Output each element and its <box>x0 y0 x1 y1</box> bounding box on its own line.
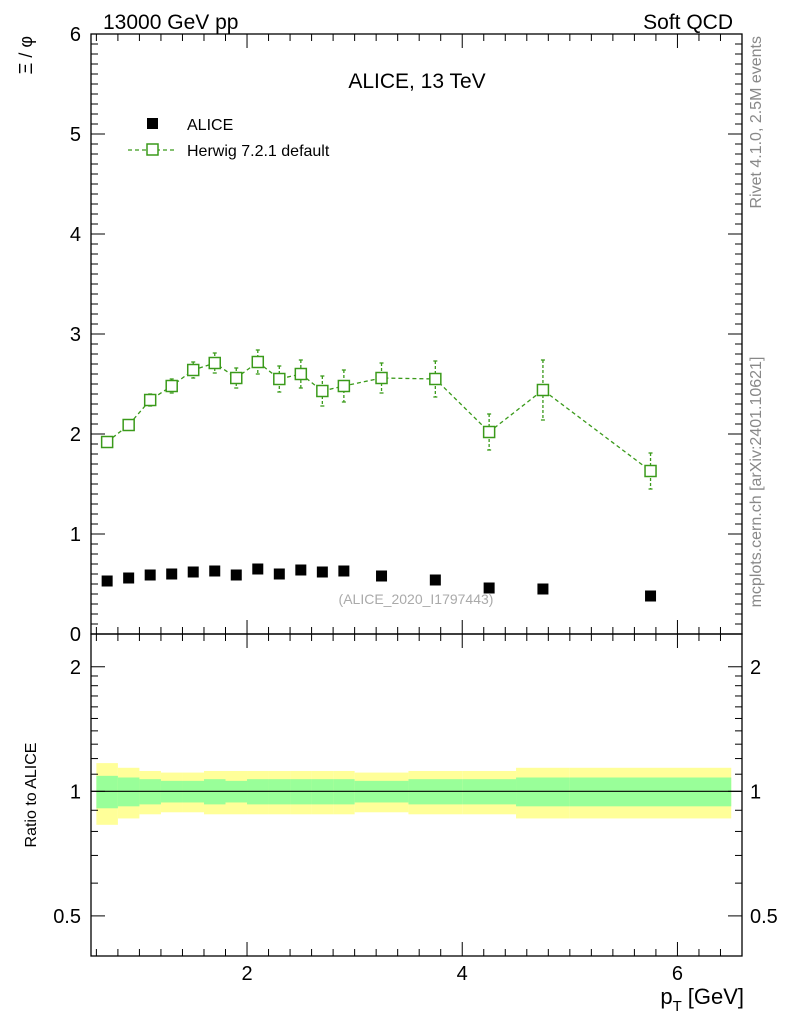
ratio-ylabel: Ratio to ALICE <box>23 743 40 848</box>
y-tick-label: 3 <box>70 324 81 346</box>
legend-label-data: ALICE <box>187 117 233 134</box>
main-panel: 0 1 2 3 4 5 6 ALICE, 13 TeV Ξ / φ (ALICE_2020_… <box>16 24 743 646</box>
y-tick-label: 5 <box>70 124 81 146</box>
data-point <box>376 570 388 582</box>
mc-point <box>186 363 200 377</box>
mc-point <box>251 355 265 369</box>
mc-point <box>122 418 135 432</box>
mc-point <box>337 379 351 393</box>
mc-point <box>165 379 178 393</box>
main-title: ALICE, 13 TeV <box>348 70 485 93</box>
mc-point <box>316 384 329 398</box>
ratio-plot-content <box>91 763 742 825</box>
mc-point <box>273 372 286 386</box>
header-energy-label: 13000 GeV pp <box>103 11 238 34</box>
legend-marker-mc <box>146 143 159 156</box>
x-axis-label: pT [GeV] <box>660 984 744 1015</box>
x-tick-label: 2 <box>241 963 252 985</box>
mc-point <box>375 371 388 385</box>
y-tick-label: 6 <box>70 24 81 46</box>
data-point <box>537 583 549 595</box>
y-tick-label: 0 <box>70 624 81 646</box>
legend-label-mc: Herwig 7.2.1 default <box>187 143 330 160</box>
y-tick-label-right: 2 <box>750 657 761 679</box>
ratio-axes: 2 4 6 0.5 0.5 1 1 2 2 <box>53 634 778 985</box>
data-point <box>273 568 285 580</box>
data-point <box>338 565 350 577</box>
main-plot-content <box>100 349 657 602</box>
mc-point <box>230 371 243 385</box>
y-tick-label: 2 <box>70 657 81 679</box>
data-point <box>209 565 221 577</box>
data-point <box>166 568 178 580</box>
mc-point <box>208 356 221 370</box>
data-point <box>483 582 495 594</box>
header-category-label: Soft QCD <box>643 11 733 34</box>
data-point <box>101 575 113 587</box>
y-tick-label: 2 <box>70 424 81 446</box>
ratio-panel: 2 4 6 0.5 0.5 1 1 2 2 Ratio to ALICE pT [GeV] <box>23 633 778 1015</box>
main-axes: 0 1 2 3 4 5 6 <box>70 24 742 646</box>
x-tick-label: 6 <box>672 963 683 985</box>
data-point <box>316 566 328 578</box>
rivet-version-label: Rivet 4.1.0, 2.5M events <box>748 36 765 209</box>
x-axis-label-main: p <box>660 984 672 1009</box>
x-tick-label: 4 <box>457 963 468 985</box>
x-axis-label-unit: [GeV] <box>688 984 744 1009</box>
data-point <box>252 563 264 575</box>
mc-point <box>482 425 496 439</box>
mc-point <box>294 367 308 381</box>
ratio-band-inner <box>96 775 118 809</box>
y-tick-label-right: 0.5 <box>750 906 778 928</box>
data-point <box>645 590 657 602</box>
y-tick-label: 4 <box>70 224 81 246</box>
mc-series-line <box>106 361 651 472</box>
data-point <box>187 566 199 578</box>
mc-point <box>644 464 657 478</box>
legend: ALICE Herwig 7.2.1 default <box>128 117 330 160</box>
mc-point <box>536 383 550 397</box>
main-ylabel: Ξ / φ <box>16 36 36 74</box>
data-point <box>295 564 307 576</box>
y-tick-label: 1 <box>70 781 81 803</box>
data-point <box>123 572 135 584</box>
data-point <box>429 574 441 586</box>
x-axis-label-sub: T <box>673 998 682 1015</box>
mcplots-label: mcplots.cern.ch [arXiv:2401.10621] <box>748 357 765 608</box>
analysis-watermark: (ALICE_2020_I1797443) <box>339 591 494 607</box>
data-point <box>230 569 242 581</box>
legend-marker-data <box>147 118 158 129</box>
ratio-frame <box>90 633 743 957</box>
mc-point <box>429 372 442 386</box>
y-tick-label: 1 <box>70 524 81 546</box>
y-tick-label-right: 1 <box>750 781 761 803</box>
mc-point <box>143 393 157 407</box>
y-tick-label: 0.5 <box>53 906 81 928</box>
mc-point <box>100 435 114 449</box>
data-point <box>144 569 156 581</box>
